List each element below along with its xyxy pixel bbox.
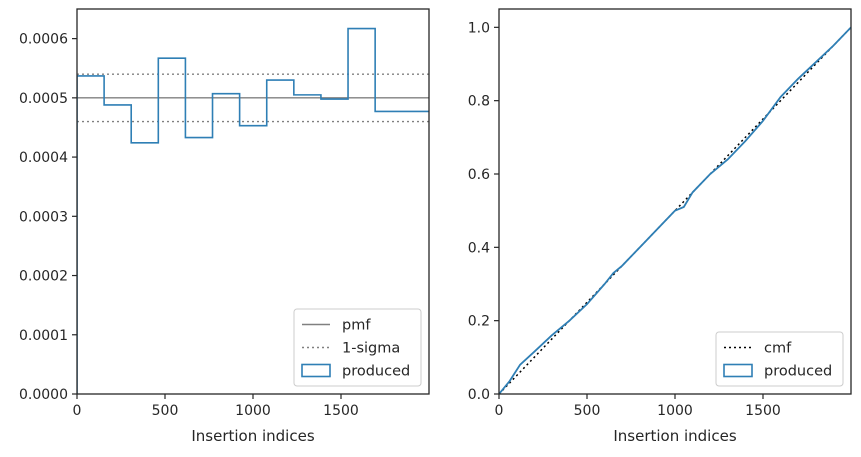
legend-swatch-produced bbox=[723, 363, 753, 378]
legend-label-produced: produced bbox=[342, 364, 410, 380]
y-tick-label: 0.4 bbox=[468, 240, 490, 256]
y-tick-label: 0.6 bbox=[468, 167, 490, 183]
y-tick-label: 0.0001 bbox=[19, 328, 68, 344]
x-tick-label: 0 bbox=[73, 403, 82, 419]
legend-box bbox=[293, 308, 422, 387]
y-tick-label: 0.0003 bbox=[19, 209, 68, 225]
x-tick-label: 500 bbox=[574, 403, 601, 419]
y-tick-label: 0.2 bbox=[468, 314, 490, 330]
y-tick-label: 1.0 bbox=[468, 20, 490, 36]
x-tick-label: 1500 bbox=[745, 403, 781, 419]
y-tick-label: 0.0005 bbox=[19, 91, 68, 107]
plot-area bbox=[499, 26, 851, 394]
plot-area bbox=[77, 27, 429, 394]
legend-box bbox=[715, 331, 844, 387]
legend-swatch-produced bbox=[301, 363, 331, 378]
y-tick-label: 0.0 bbox=[468, 387, 490, 403]
x-tick-label: 1000 bbox=[657, 403, 693, 419]
y-tick-label: 0.0000 bbox=[19, 387, 68, 403]
left-pmf-panel: 0 500 1000 1500 0.0000 0.0001 0.0002 0.0003 0.00… bbox=[19, 8, 430, 445]
x-tick-label: 0 bbox=[495, 403, 504, 419]
legend-label-1-sigma: 1-sigma bbox=[342, 341, 400, 357]
y-tick-label: 0.0004 bbox=[19, 150, 68, 166]
legend: pmf 1-sigma produced bbox=[293, 308, 422, 387]
y-tick-label: 0.0006 bbox=[19, 32, 68, 48]
legend-label-produced: produced bbox=[764, 364, 832, 380]
series-produced-line bbox=[499, 26, 851, 394]
x-axis-label: Insertion indices bbox=[613, 427, 736, 445]
legend-label-pmf: pmf bbox=[342, 318, 371, 334]
series-produced-steps bbox=[77, 27, 429, 394]
x-tick-label: 1500 bbox=[323, 403, 359, 419]
x-tick-label: 1000 bbox=[235, 403, 271, 419]
x-tick-label: 500 bbox=[152, 403, 179, 419]
y-tick-label: 0.8 bbox=[468, 94, 490, 110]
y-tick-label: 0.0002 bbox=[19, 269, 68, 285]
right-cmf-panel: 0 500 1000 1500 0.0 0.2 0.4 0.6 0.8 1.0 Insertion … bbox=[468, 8, 852, 445]
legend: cmf produced bbox=[715, 331, 844, 387]
x-axis-label: Insertion indices bbox=[191, 427, 314, 445]
legend-label-cmf: cmf bbox=[764, 341, 792, 357]
